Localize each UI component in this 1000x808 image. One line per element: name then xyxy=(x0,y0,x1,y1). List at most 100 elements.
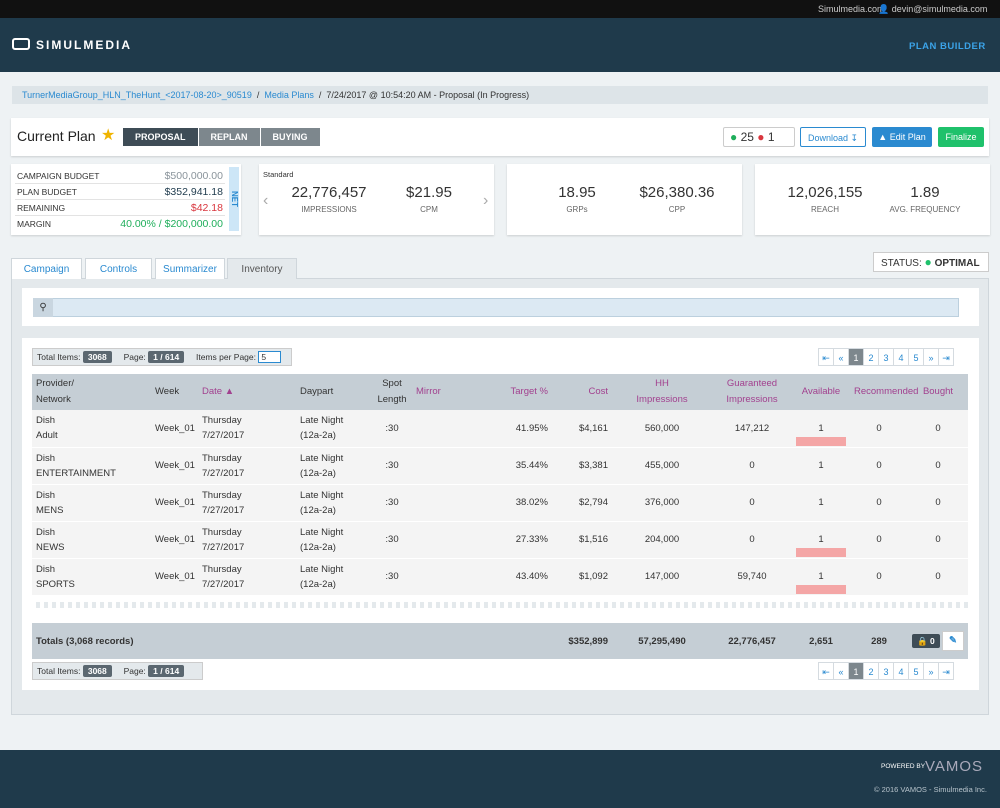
page-nav[interactable]: » xyxy=(923,662,939,680)
cell-text: $2,794 xyxy=(578,497,608,508)
search-input[interactable] xyxy=(33,298,959,317)
cell-text: 1 xyxy=(818,460,824,471)
cell: $4,161 xyxy=(552,410,612,447)
error-count: 1 xyxy=(767,130,775,144)
step[interactable]: BUYING xyxy=(260,128,320,146)
page-nav[interactable]: » xyxy=(923,348,939,366)
page-nav[interactable]: ⇥ xyxy=(938,662,954,680)
page-button[interactable]: 4 xyxy=(893,662,909,680)
edit-totals[interactable]: ✎ xyxy=(942,631,964,651)
cell: $1,516 xyxy=(552,521,612,558)
cell-text: 38.02% xyxy=(515,497,548,508)
cell-text: Late Night xyxy=(300,452,344,464)
page-button[interactable]: 3 xyxy=(878,662,894,680)
cell-text: 1 xyxy=(818,571,824,582)
cell-text: 1 xyxy=(818,497,824,508)
cell xyxy=(412,447,472,484)
nav-link[interactable]: PLAN BUILDER xyxy=(909,41,986,52)
cell-text: (12a-2a) xyxy=(300,541,336,553)
cell-text: 560,000 xyxy=(644,422,680,434)
header-cell[interactable]: Cost xyxy=(552,374,612,410)
plan-title: Current Plan xyxy=(17,128,96,144)
crumb-link[interactable]: TurnerMediaGroup_HLN_TheHunt_<2017-08-20… xyxy=(22,90,252,100)
header-cell[interactable]: Available xyxy=(792,374,850,410)
star[interactable]: ★ xyxy=(101,127,116,144)
cell-text: 147,212 xyxy=(734,422,770,434)
cell-text: Dish xyxy=(36,415,56,427)
steps: PROPOSAL REPLAN BUYING xyxy=(123,128,321,146)
page-button[interactable]: 2 xyxy=(863,348,879,366)
cell: 204,000 xyxy=(612,521,712,558)
cell-text: Week_01 xyxy=(155,497,195,508)
pagination: ⇤ «1 2 3 4 5» ⇥ xyxy=(818,348,954,366)
cell: Dish SPORTS xyxy=(32,558,151,595)
cell: 43.40% xyxy=(472,558,552,595)
page-nav[interactable]: « xyxy=(833,662,849,680)
cell-text: Week_01 xyxy=(155,534,195,545)
page-button[interactable]: 5 xyxy=(908,662,924,680)
cell-text: 1 xyxy=(818,534,824,545)
cell: $3,381 xyxy=(552,447,612,484)
step[interactable]: PROPOSAL xyxy=(123,128,198,146)
page-button[interactable]: 2 xyxy=(863,662,879,680)
header-cell[interactable]: Bought xyxy=(908,374,968,410)
logo-icon xyxy=(12,38,30,50)
header-text: Available xyxy=(801,386,841,397)
cell-text: NEWS xyxy=(36,541,65,553)
header-cell[interactable]: Guaranteed Impressions xyxy=(712,374,792,410)
finalize-button[interactable]: Finalize xyxy=(938,127,984,147)
cell: 0 xyxy=(850,447,908,484)
cell: Week_01 xyxy=(151,484,198,521)
edit-button[interactable]: ▲ Edit Plan xyxy=(872,127,932,147)
prev-arrow[interactable]: ‹ xyxy=(263,192,269,209)
cell-text: 455,000 xyxy=(644,460,680,471)
budget-row: MARGIN 40.00% / $200,000.00 xyxy=(15,216,225,232)
tab[interactable]: Campaign xyxy=(11,258,82,279)
cell-text: Dish xyxy=(36,452,56,464)
header-text: Guaranteed xyxy=(726,378,778,389)
cell-text: 7/27/2017 xyxy=(202,541,245,553)
tab[interactable]: Summarizer xyxy=(155,258,225,279)
per-page-label: Items per Page: xyxy=(195,352,256,362)
next-arrow[interactable]: › xyxy=(483,192,489,209)
page-button[interactable]: 5 xyxy=(908,348,924,366)
metric-value: 12,026,155 xyxy=(787,184,863,201)
user-link[interactable]: 👤 devin@simulmedia.com xyxy=(878,4,988,14)
header-cell[interactable]: Date ▲ xyxy=(198,374,296,410)
page-nav[interactable]: ⇤ xyxy=(818,348,834,366)
step[interactable]: REPLAN xyxy=(198,128,260,146)
header-cell[interactable]: Target % xyxy=(472,374,552,410)
header-cell[interactable]: HH Impressions xyxy=(612,374,712,410)
page-button[interactable]: 3 xyxy=(878,348,894,366)
validation[interactable]: ● 25 ● 1 xyxy=(723,127,795,147)
page-button[interactable]: 1 xyxy=(848,662,864,680)
tab[interactable]: Controls xyxy=(85,258,152,279)
cell-text: 7/27/2017 xyxy=(202,504,245,516)
header-cell[interactable]: Mirror xyxy=(412,374,472,410)
cell: Thursday 7/27/2017 xyxy=(198,558,296,595)
metric-value: $26,380.36 xyxy=(639,184,715,201)
page-nav[interactable]: ⇤ xyxy=(818,662,834,680)
cell-text: $3,381 xyxy=(578,460,608,471)
download-button[interactable]: Download ↧ xyxy=(800,127,866,147)
crumb-link[interactable]: Media Plans xyxy=(264,90,314,100)
metric-label: GRPs xyxy=(566,205,588,214)
metric-label: CPM xyxy=(420,205,438,214)
page-nav[interactable]: « xyxy=(833,348,849,366)
cell-text: 0 xyxy=(935,497,941,508)
cell: 0 xyxy=(850,558,908,595)
page-button[interactable]: 4 xyxy=(893,348,909,366)
cell-text: 0 xyxy=(935,460,941,471)
page-button[interactable]: 1 xyxy=(848,348,864,366)
tab[interactable]: Inventory xyxy=(227,258,297,279)
page-nav[interactable]: ⇥ xyxy=(938,348,954,366)
cell: 1 xyxy=(792,558,850,595)
cell-text: 0 xyxy=(876,497,882,508)
top-bar: Simulmedia.com 👤 devin@simulmedia.com xyxy=(0,0,1000,18)
metric-value: 22,776,457 xyxy=(291,184,367,201)
per-page-select[interactable]: 5 xyxy=(258,351,282,363)
site-link[interactable]: Simulmedia.com xyxy=(818,4,885,14)
header-cell[interactable]: Recommended xyxy=(850,374,918,410)
data-row: Dish Adult Week_01 Thursday 7/27/2017 Late Ni… xyxy=(32,410,968,447)
